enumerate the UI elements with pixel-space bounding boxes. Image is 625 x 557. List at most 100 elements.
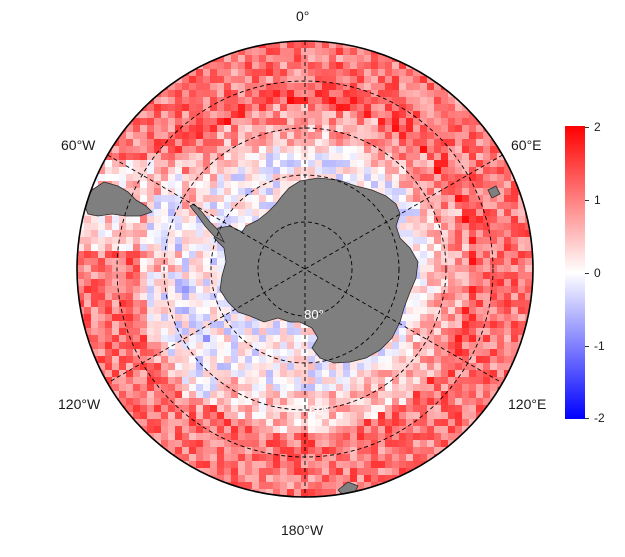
anomaly-cell xyxy=(133,146,141,154)
anomaly-cell xyxy=(287,419,295,427)
anomaly-cell xyxy=(231,356,239,364)
anomaly-cell xyxy=(399,160,407,168)
anomaly-cell xyxy=(420,90,428,98)
anomaly-cell xyxy=(259,125,267,133)
anomaly-cell xyxy=(168,293,176,301)
anomaly-cell xyxy=(203,391,211,399)
anomaly-cell xyxy=(252,69,260,77)
anomaly-cell xyxy=(371,125,379,133)
anomaly-cell xyxy=(140,188,148,196)
anomaly-cell xyxy=(231,377,239,385)
anomaly-cell xyxy=(469,335,477,343)
anomaly-cell xyxy=(147,356,155,364)
anomaly-cell xyxy=(189,230,197,238)
anomaly-cell xyxy=(189,377,197,385)
anomaly-cell xyxy=(112,391,120,399)
anomaly-cell xyxy=(252,167,260,175)
anomaly-cell xyxy=(266,188,274,196)
anomaly-cell xyxy=(259,461,267,469)
anomaly-cell xyxy=(476,209,484,217)
anomaly-cell xyxy=(133,307,141,315)
anomaly-cell xyxy=(147,321,155,329)
anomaly-cell xyxy=(518,321,526,329)
meridian-60e-120w xyxy=(107,154,503,384)
anomaly-cell xyxy=(126,167,134,175)
anomaly-cell xyxy=(350,104,358,112)
anomaly-cell xyxy=(469,202,477,210)
anomaly-cell xyxy=(350,475,358,483)
anomaly-cell xyxy=(308,426,316,434)
anomaly-cell xyxy=(413,328,421,336)
anomaly-cell xyxy=(448,314,456,322)
anomaly-cell xyxy=(364,356,372,364)
anomaly-cell xyxy=(259,454,267,462)
anomaly-cell xyxy=(308,433,316,441)
anomaly-cell xyxy=(462,398,470,406)
anomaly-cell xyxy=(525,237,533,245)
anomaly-cell xyxy=(434,258,442,266)
anomaly-cell xyxy=(420,132,428,140)
anomaly-cell xyxy=(364,69,372,77)
anomaly-cell xyxy=(224,391,232,399)
anomaly-cell xyxy=(133,258,141,266)
anomaly-cell xyxy=(210,146,218,154)
anomaly-cell xyxy=(217,216,225,224)
anomaly-cell xyxy=(266,335,274,343)
anomaly-cell xyxy=(385,356,393,364)
anomaly-cell xyxy=(287,335,295,343)
anomaly-cell xyxy=(350,125,358,133)
anomaly-cell xyxy=(154,258,162,266)
anomaly-cell xyxy=(217,174,225,182)
anomaly-cell xyxy=(518,209,526,217)
anomaly-cell xyxy=(504,335,512,343)
anomaly-cell xyxy=(238,440,246,448)
anomaly-cell xyxy=(182,335,190,343)
anomaly-cell xyxy=(259,335,267,343)
anomaly-cell xyxy=(231,146,239,154)
anomaly-cell xyxy=(434,188,442,196)
anomaly-cell xyxy=(175,132,183,140)
anomaly-cell xyxy=(105,293,113,301)
anomaly-cell xyxy=(287,160,295,168)
anomaly-cell xyxy=(210,328,218,336)
anomaly-cell xyxy=(322,167,330,175)
anomaly-cell xyxy=(434,279,442,287)
anomaly-cell xyxy=(532,286,533,294)
anomaly-cell xyxy=(203,251,211,259)
anomaly-cell xyxy=(490,160,498,168)
anomaly-cell xyxy=(336,97,344,105)
anomaly-cell xyxy=(469,384,477,392)
anomaly-cell xyxy=(413,342,421,350)
anomaly-cell xyxy=(483,398,491,406)
anomaly-cell xyxy=(455,195,463,203)
anomaly-cell xyxy=(392,363,400,371)
anomaly-cell xyxy=(469,391,477,399)
anomaly-cell xyxy=(266,125,274,133)
anomaly-cell xyxy=(175,125,183,133)
anomaly-cell xyxy=(308,97,316,105)
anomaly-cell xyxy=(280,153,288,161)
anomaly-cell xyxy=(483,146,491,154)
anomaly-cell xyxy=(308,384,316,392)
anomaly-cell xyxy=(203,349,211,357)
anomaly-cell xyxy=(210,216,218,224)
anomaly-cell xyxy=(175,300,183,308)
anomaly-cell xyxy=(476,398,484,406)
anomaly-cell xyxy=(266,356,274,364)
anomaly-cell xyxy=(224,475,232,483)
anomaly-cell xyxy=(364,363,372,371)
anomaly-cell xyxy=(182,83,190,91)
anomaly-cell xyxy=(427,146,435,154)
anomaly-cell xyxy=(525,202,533,210)
anomaly-cell xyxy=(140,307,148,315)
anomaly-cell xyxy=(462,160,470,168)
anomaly-cell xyxy=(245,398,253,406)
anomaly-cell xyxy=(259,62,267,70)
anomaly-cell xyxy=(147,335,155,343)
anomaly-cell xyxy=(273,174,281,182)
anomaly-cell xyxy=(245,188,253,196)
anomaly-cell xyxy=(497,174,505,182)
anomaly-cell xyxy=(455,125,463,133)
anomaly-cell xyxy=(189,433,197,441)
anomaly-cell xyxy=(483,181,491,189)
